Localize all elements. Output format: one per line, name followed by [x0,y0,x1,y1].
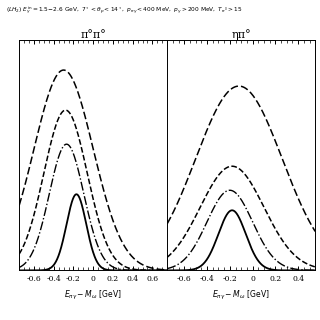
X-axis label: $E_{\pi\gamma} - M_\omega\ [\mathrm{GeV}]$: $E_{\pi\gamma} - M_\omega\ [\mathrm{GeV}… [212,289,270,302]
Text: $(LH_2)\ E^\mathrm{in}_\gamma = 1.5\!-\!2.6\ \mathrm{GeV},\ 7^\circ < \theta_p <: $(LH_2)\ E^\mathrm{in}_\gamma = 1.5\!-\!… [6,5,243,17]
Title: ηπ°: ηπ° [231,29,251,40]
Title: π°π°: π°π° [80,30,106,40]
X-axis label: $E_{\pi\gamma} - M_\omega\ [\mathrm{GeV}]$: $E_{\pi\gamma} - M_\omega\ [\mathrm{GeV}… [64,289,122,302]
